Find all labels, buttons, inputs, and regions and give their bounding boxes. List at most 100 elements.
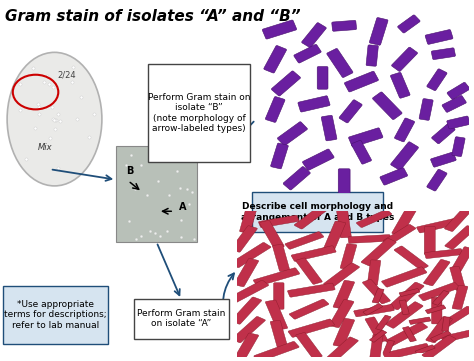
FancyBboxPatch shape — [302, 149, 334, 170]
FancyBboxPatch shape — [447, 82, 470, 99]
FancyBboxPatch shape — [323, 221, 346, 251]
FancyBboxPatch shape — [356, 209, 392, 227]
FancyBboxPatch shape — [425, 30, 453, 44]
FancyBboxPatch shape — [425, 249, 463, 258]
FancyBboxPatch shape — [289, 299, 329, 319]
FancyBboxPatch shape — [385, 322, 428, 346]
FancyBboxPatch shape — [232, 317, 265, 343]
FancyBboxPatch shape — [294, 205, 328, 229]
FancyBboxPatch shape — [116, 146, 197, 242]
FancyBboxPatch shape — [259, 221, 284, 249]
FancyBboxPatch shape — [332, 20, 356, 31]
FancyBboxPatch shape — [234, 333, 259, 361]
FancyBboxPatch shape — [339, 100, 362, 123]
FancyBboxPatch shape — [294, 44, 321, 63]
FancyBboxPatch shape — [337, 208, 351, 238]
FancyBboxPatch shape — [369, 18, 388, 45]
FancyBboxPatch shape — [431, 297, 442, 324]
FancyBboxPatch shape — [394, 118, 415, 142]
FancyBboxPatch shape — [323, 263, 360, 288]
FancyBboxPatch shape — [361, 238, 396, 266]
FancyBboxPatch shape — [370, 334, 383, 360]
FancyBboxPatch shape — [285, 232, 324, 249]
FancyBboxPatch shape — [273, 283, 284, 309]
FancyBboxPatch shape — [441, 329, 474, 342]
FancyBboxPatch shape — [383, 224, 416, 245]
FancyBboxPatch shape — [351, 140, 372, 164]
Text: Perform Gram stain on
isolate “B”
(note morphology of
arrow-labeled types): Perform Gram stain on isolate “B” (note … — [148, 93, 250, 133]
FancyBboxPatch shape — [366, 45, 378, 66]
FancyBboxPatch shape — [451, 247, 474, 272]
FancyBboxPatch shape — [317, 66, 328, 89]
FancyBboxPatch shape — [348, 235, 391, 243]
FancyBboxPatch shape — [445, 226, 474, 249]
FancyBboxPatch shape — [392, 207, 417, 236]
FancyBboxPatch shape — [148, 64, 250, 162]
FancyBboxPatch shape — [296, 332, 322, 359]
FancyBboxPatch shape — [258, 215, 299, 227]
FancyBboxPatch shape — [231, 297, 262, 324]
FancyBboxPatch shape — [265, 97, 285, 122]
FancyBboxPatch shape — [264, 45, 286, 73]
FancyBboxPatch shape — [340, 244, 357, 269]
Text: Perform Gram stain
on isolate “A”: Perform Gram stain on isolate “A” — [137, 309, 226, 328]
FancyBboxPatch shape — [272, 71, 301, 96]
FancyBboxPatch shape — [262, 20, 297, 39]
FancyBboxPatch shape — [365, 317, 388, 342]
FancyBboxPatch shape — [394, 246, 428, 270]
Text: B: B — [127, 166, 134, 176]
FancyBboxPatch shape — [270, 321, 287, 348]
FancyBboxPatch shape — [450, 266, 465, 291]
FancyBboxPatch shape — [441, 306, 474, 327]
Text: *Use appropriate
terms for descriptions;
refer to lab manual: *Use appropriate terms for descriptions;… — [4, 300, 107, 330]
FancyBboxPatch shape — [380, 168, 408, 185]
FancyBboxPatch shape — [363, 279, 390, 304]
FancyBboxPatch shape — [3, 286, 108, 344]
Text: Gram stain of isolates “A” and “B”: Gram stain of isolates “A” and “B” — [5, 9, 301, 24]
FancyBboxPatch shape — [338, 169, 350, 195]
FancyBboxPatch shape — [254, 342, 299, 361]
FancyBboxPatch shape — [419, 282, 459, 301]
FancyBboxPatch shape — [445, 208, 471, 231]
FancyBboxPatch shape — [271, 143, 288, 169]
FancyBboxPatch shape — [234, 258, 259, 287]
FancyBboxPatch shape — [354, 304, 394, 317]
FancyBboxPatch shape — [301, 23, 326, 48]
FancyBboxPatch shape — [288, 319, 335, 337]
FancyBboxPatch shape — [329, 299, 354, 328]
FancyBboxPatch shape — [321, 115, 337, 141]
FancyBboxPatch shape — [228, 280, 269, 303]
FancyBboxPatch shape — [432, 123, 455, 144]
FancyBboxPatch shape — [452, 137, 465, 157]
FancyBboxPatch shape — [383, 343, 430, 360]
FancyBboxPatch shape — [427, 169, 447, 191]
FancyBboxPatch shape — [134, 299, 229, 339]
FancyBboxPatch shape — [452, 286, 468, 309]
FancyBboxPatch shape — [283, 166, 310, 190]
FancyBboxPatch shape — [277, 122, 308, 145]
FancyBboxPatch shape — [382, 267, 427, 287]
FancyBboxPatch shape — [291, 246, 336, 261]
FancyBboxPatch shape — [385, 302, 423, 328]
FancyBboxPatch shape — [392, 47, 418, 71]
FancyBboxPatch shape — [389, 282, 424, 310]
FancyBboxPatch shape — [345, 71, 378, 92]
FancyBboxPatch shape — [442, 96, 466, 112]
FancyBboxPatch shape — [424, 226, 435, 255]
FancyBboxPatch shape — [431, 48, 456, 60]
FancyBboxPatch shape — [426, 316, 452, 343]
FancyBboxPatch shape — [298, 96, 330, 112]
FancyBboxPatch shape — [422, 335, 456, 359]
FancyBboxPatch shape — [239, 204, 258, 233]
FancyBboxPatch shape — [367, 260, 381, 285]
FancyBboxPatch shape — [273, 244, 290, 271]
Text: Describe cell morphology and
arrangement of A and B types: Describe cell morphology and arrangement… — [241, 203, 394, 222]
FancyBboxPatch shape — [333, 280, 355, 309]
FancyBboxPatch shape — [288, 283, 335, 297]
Text: 2/24: 2/24 — [57, 71, 76, 80]
Text: Mix: Mix — [38, 143, 52, 152]
FancyBboxPatch shape — [398, 15, 420, 33]
FancyBboxPatch shape — [296, 258, 322, 284]
FancyBboxPatch shape — [333, 318, 355, 347]
FancyBboxPatch shape — [419, 99, 433, 120]
